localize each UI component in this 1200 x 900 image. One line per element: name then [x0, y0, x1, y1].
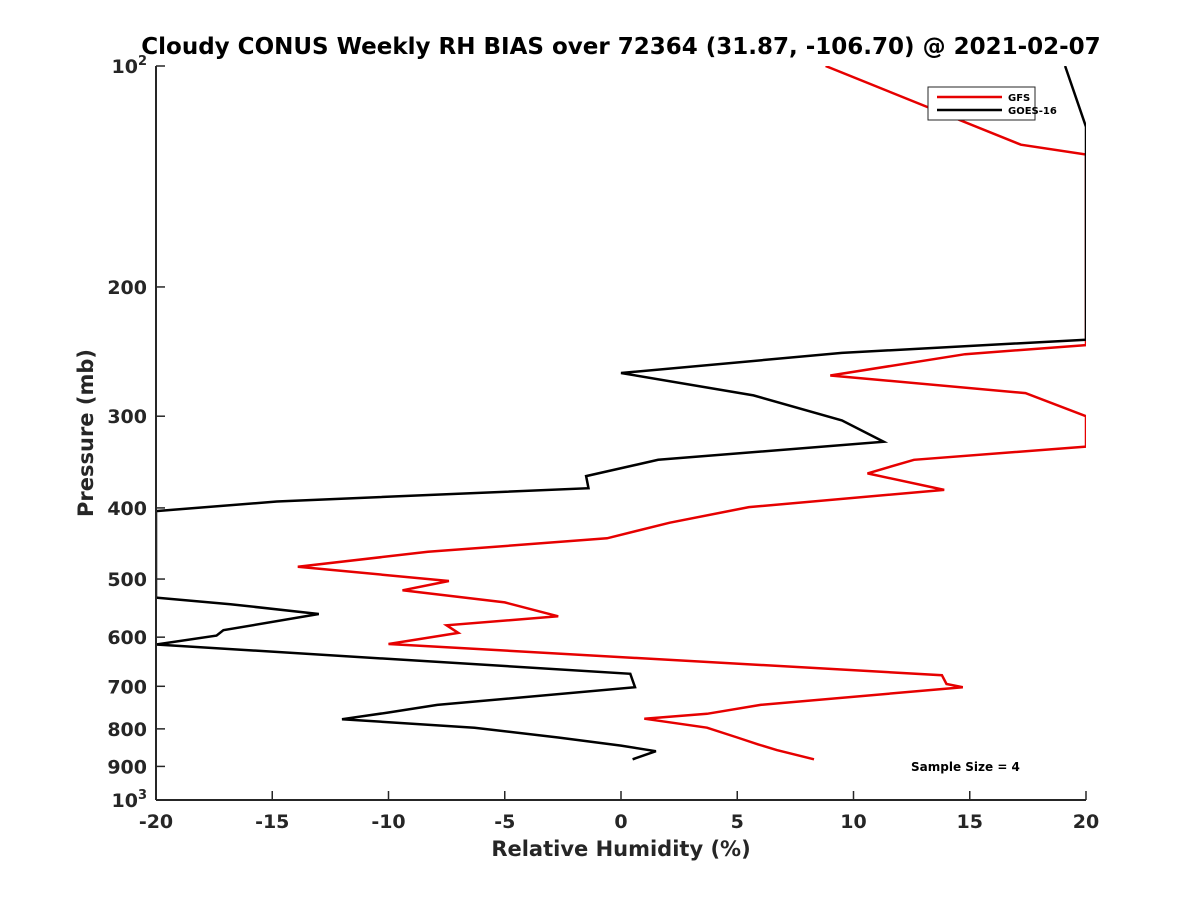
- y-tick-label: 600: [107, 627, 147, 649]
- chart-title: Cloudy CONUS Weekly RH BIAS over 72364 (…: [141, 34, 1100, 60]
- x-tick-label: 0: [614, 811, 627, 833]
- y-axis-label: Pressure (mb): [74, 349, 98, 517]
- y-tick-label: 800: [107, 719, 147, 741]
- x-tick-label: 5: [731, 811, 744, 833]
- series-group: [156, 66, 1086, 761]
- series-line-goes16: [156, 66, 1086, 761]
- y-tick-label: 900: [107, 756, 147, 778]
- x-tick-label: -10: [371, 811, 405, 833]
- legend: GFS GOES-16: [927, 86, 1057, 121]
- y-axis-ticks: 102 200 300 400 500 600 700 800 900 103: [107, 54, 165, 812]
- y-tick-label: 700: [107, 676, 147, 698]
- series-line-gfs: [297, 66, 1086, 761]
- x-tick-label: -20: [139, 811, 173, 833]
- x-axis-ticks: -20 -15 -10 -5 0 5 10 15 20: [139, 791, 1099, 833]
- legend-label-goes16: GOES-16: [1008, 106, 1057, 117]
- legend-box: [927, 86, 1036, 121]
- legend-label-gfs: GFS: [1008, 93, 1030, 104]
- x-tick-label: 15: [957, 811, 983, 833]
- x-tick-label: 10: [840, 811, 866, 833]
- y-tick-label: 400: [107, 498, 147, 520]
- x-tick-label: -5: [494, 811, 515, 833]
- y-tick-label: 103: [112, 788, 148, 812]
- y-tick-label: 200: [107, 277, 147, 299]
- y-tick-label: 102: [112, 54, 148, 78]
- y-tick-label: 300: [107, 406, 147, 428]
- sample-size-annotation: Sample Size = 4: [911, 760, 1020, 774]
- x-axis-label: Relative Humidity (%): [491, 837, 750, 861]
- x-tick-label: -15: [255, 811, 289, 833]
- y-tick-label: 500: [107, 569, 147, 591]
- x-tick-label: 20: [1073, 811, 1099, 833]
